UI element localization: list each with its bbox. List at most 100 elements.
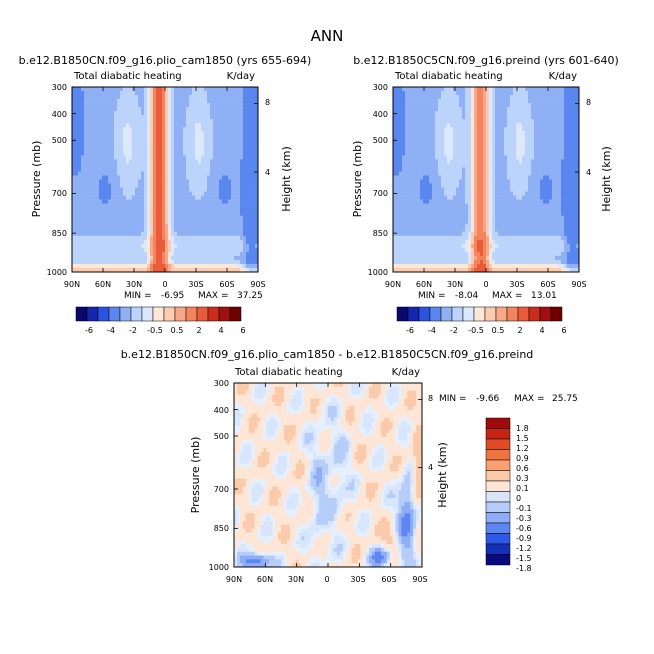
heatmap-cell — [501, 127, 505, 132]
heatmap-cell — [252, 199, 256, 204]
heatmap-cell — [255, 239, 259, 245]
heatmap-cell — [249, 95, 253, 100]
heatmap-cell — [198, 107, 202, 112]
heatmap-cell — [402, 207, 406, 212]
heatmap-cell — [525, 103, 529, 108]
heatmap-cell — [180, 187, 184, 192]
heatmap-cell — [438, 227, 442, 233]
heatmap-cell — [108, 171, 112, 176]
heatmap-cell — [234, 199, 238, 204]
heatmap-cell — [120, 239, 124, 245]
heatmap-cell — [144, 183, 148, 188]
heatmap-cell — [105, 227, 109, 233]
heatmap-cell — [510, 119, 514, 124]
heatmap-cell — [141, 203, 145, 208]
heatmap-cell — [99, 243, 103, 249]
heatmap-cell — [201, 179, 205, 184]
heatmap-cell — [234, 127, 238, 132]
heatmap-cell — [147, 267, 151, 273]
heatmap-cell — [417, 263, 421, 269]
heatmap-cell — [405, 143, 409, 148]
heatmap-cell — [438, 155, 442, 160]
heatmap-cell — [504, 195, 508, 200]
heatmap-cell — [213, 223, 217, 229]
heatmap-cell — [210, 255, 214, 261]
heatmap-cell — [195, 95, 199, 100]
heatmap-cell — [399, 167, 403, 172]
heatmap-cell — [450, 183, 454, 188]
heatmap-cell — [492, 111, 496, 116]
heatmap-cell — [234, 107, 238, 112]
heatmap-cell — [489, 255, 493, 261]
heatmap-cell — [477, 123, 481, 128]
heatmap-cell — [450, 159, 454, 164]
heatmap-cell — [516, 119, 520, 124]
heatmap-cell — [189, 163, 193, 168]
heatmap-cell — [480, 171, 484, 176]
heatmap-cell — [207, 207, 211, 212]
heatmap-cell — [243, 115, 247, 120]
heatmap-cell — [498, 223, 502, 229]
heatmap-cell — [417, 183, 421, 188]
heatmap-cell — [162, 183, 166, 188]
heatmap-cell — [405, 267, 409, 273]
heatmap-cell — [138, 235, 142, 241]
heatmap-cell — [474, 199, 478, 204]
heatmap-cell — [105, 103, 109, 108]
heatmap-cell — [189, 231, 193, 237]
heatmap-cell — [195, 215, 199, 221]
heatmap-cell — [75, 207, 79, 212]
heatmap-cell — [183, 255, 187, 261]
heatmap-cell — [507, 207, 511, 212]
heatmap-cell — [222, 167, 226, 172]
heatmap-cell — [471, 87, 475, 92]
heatmap-cell — [90, 207, 94, 212]
heatmap-cell — [213, 211, 217, 216]
heatmap-cell — [459, 215, 463, 221]
heatmap-cell — [84, 147, 88, 152]
heatmap-cell — [87, 199, 91, 204]
heatmap-cell — [495, 251, 499, 257]
heatmap-cell — [450, 155, 454, 160]
heatmap-cell — [420, 199, 424, 204]
heatmap-cell — [396, 207, 400, 212]
heatmap-cell — [468, 263, 472, 269]
min-label: MIN = — [124, 291, 152, 301]
heatmap-cell — [474, 251, 478, 257]
heatmap-cell — [399, 139, 403, 144]
heatmap-cell — [423, 231, 427, 237]
heatmap-cell — [510, 195, 514, 200]
heatmap-cell — [255, 219, 259, 225]
heatmap-cell — [204, 223, 208, 229]
heatmap-cell — [111, 255, 115, 261]
heatmap-cell — [441, 199, 445, 204]
heatmap-cell — [462, 239, 466, 245]
heatmap-cell — [198, 199, 202, 204]
heatmap-cell — [177, 199, 181, 204]
heatmap-cell — [135, 91, 139, 96]
heatmap-cell — [219, 187, 223, 192]
heatmap-cell — [462, 223, 466, 229]
heatmap-cell — [180, 203, 184, 208]
heatmap-cell — [471, 167, 475, 172]
heatmap-cell — [228, 123, 232, 128]
heatmap-cell — [456, 267, 460, 273]
panel-preind-title: b.e12.B1850C5CN.f09_g16.preind (yrs 601-… — [353, 54, 619, 67]
heatmap-cell — [522, 163, 526, 168]
heatmap-cell — [240, 107, 244, 112]
heatmap-cell — [522, 255, 526, 261]
heatmap-cell — [459, 255, 463, 261]
heatmap-cell — [72, 119, 76, 124]
heatmap-cell — [489, 207, 493, 212]
heatmap-cell — [438, 259, 442, 265]
heatmap-cell — [438, 127, 442, 132]
heatmap-cell — [153, 131, 157, 136]
heatmap-cell — [165, 227, 169, 233]
heatmap-cell — [417, 155, 421, 160]
heatmap-cell — [213, 147, 217, 152]
heatmap-cell — [75, 103, 79, 108]
heatmap-cell — [411, 151, 415, 156]
heatmap-cell — [405, 239, 409, 245]
heatmap-cell — [126, 183, 130, 188]
heatmap-cell — [417, 159, 421, 164]
